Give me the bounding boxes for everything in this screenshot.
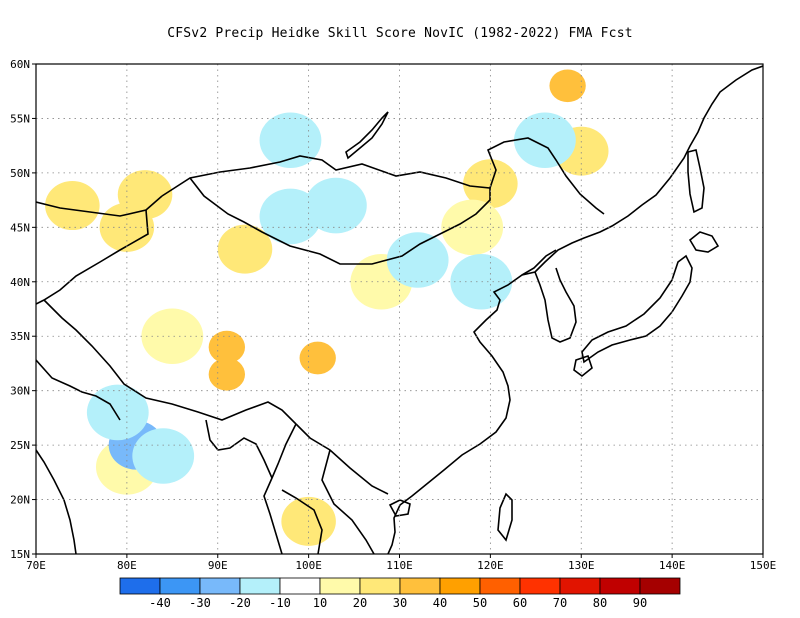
map-title: CFSv2 Precip Heidke Skill Score NovIC (1… <box>167 26 633 41</box>
lon-label: 100E <box>295 559 322 572</box>
central-asia-border <box>36 195 163 217</box>
lat-label: 40N <box>10 276 30 289</box>
skill-patch-20 <box>86 384 149 441</box>
colorbar-swatch <box>279 577 321 595</box>
colorbar-swatch <box>479 577 521 595</box>
skill-patch-4 <box>45 181 100 231</box>
colorbar-swatch <box>119 577 161 595</box>
hokkaido-coastline <box>688 231 720 253</box>
skill-patch-14 <box>441 199 504 256</box>
thailand-border <box>281 489 323 554</box>
colorbar-label: 40 <box>433 596 447 610</box>
skill-patch-19 <box>259 112 322 168</box>
skill-patch-2 <box>299 341 336 375</box>
colorbar-label: -10 <box>269 596 291 610</box>
myanmar-border <box>263 423 297 554</box>
himalaya-border <box>43 299 297 425</box>
colorbar-label: 80 <box>593 596 607 610</box>
kazakh-china-border <box>36 209 149 305</box>
colorbar-swatch <box>559 577 601 595</box>
colorbar-label: 20 <box>353 596 367 610</box>
colorbar-label: -40 <box>149 596 171 610</box>
graticule <box>36 64 763 554</box>
lat-label: 50N <box>10 167 30 180</box>
skill-patch-0 <box>208 330 246 364</box>
skill-patch-21 <box>386 232 449 288</box>
laos-vietnam-border <box>321 449 375 554</box>
lon-label: 110E <box>386 559 413 572</box>
bangladesh-border <box>205 419 273 479</box>
china-mongolia-border <box>189 177 491 265</box>
skill-patch-6 <box>117 170 173 220</box>
lat-label: 35N <box>10 330 30 343</box>
colorbar-label: 30 <box>393 596 407 610</box>
country-borders <box>36 137 605 554</box>
skill-patch-23 <box>514 112 576 168</box>
nk-china-border <box>521 249 557 276</box>
colorbar <box>119 577 681 595</box>
skill-patch-13 <box>141 308 204 364</box>
colorbar-swatch <box>319 577 361 595</box>
china-se-asia-border <box>295 423 389 495</box>
skill-patch-16 <box>132 428 195 484</box>
taiwan-coastline <box>497 492 513 542</box>
colorbar-swatch <box>359 577 401 595</box>
lat-label: 15N <box>10 548 30 561</box>
korea-coastline <box>534 267 577 343</box>
lat-label: 55N <box>10 112 30 125</box>
honshu-coastline <box>581 254 693 364</box>
south-asia-border <box>36 359 121 421</box>
skill-patch-9 <box>463 159 518 209</box>
skill-patch-3 <box>549 69 586 103</box>
lat-label: 30N <box>10 385 30 398</box>
hainan-coastline <box>388 499 411 517</box>
colorbar-swatch <box>599 577 641 595</box>
colorbar-swatch <box>199 577 241 595</box>
lon-label: 140E <box>659 559 686 572</box>
lat-label: 60N <box>10 58 30 71</box>
colorbar-swatch <box>399 577 441 595</box>
kyushu-coastline <box>573 354 593 378</box>
colorbar-swatch <box>439 577 481 595</box>
india-coastline <box>36 449 77 554</box>
colorbar-label: -30 <box>189 596 211 610</box>
lat-label: 20N <box>10 494 30 507</box>
latitude-labels: 15N 20N 25N 30N 35N 40N 45N 50N 55N 60N <box>10 58 36 561</box>
lon-label: 120E <box>477 559 504 572</box>
skill-patch-18 <box>259 188 322 245</box>
skill-patch-7 <box>217 224 273 274</box>
lon-label: 150E <box>750 559 777 572</box>
colorbar-label: 50 <box>473 596 487 610</box>
lon-label: 70E <box>26 559 46 572</box>
lake-baikal <box>345 111 389 160</box>
colorbar-label: 90 <box>633 596 647 610</box>
skill-patch-1 <box>208 358 246 391</box>
colorbar-swatch <box>159 577 201 595</box>
coastlines <box>36 65 763 554</box>
sakhalin-coastline <box>687 149 705 214</box>
colorbar-swatch <box>639 577 681 595</box>
colorbar-label: 10 <box>313 596 327 610</box>
lat-label: 25N <box>10 439 30 452</box>
lon-label: 80E <box>117 559 137 572</box>
colorbar-swatch <box>239 577 281 595</box>
mongolia-border <box>161 137 605 215</box>
lat-label: 45N <box>10 221 30 234</box>
lon-label: 130E <box>568 559 595 572</box>
colorbar-label: 60 <box>513 596 527 610</box>
colorbar-swatch <box>519 577 561 595</box>
mainland-coastline <box>387 65 763 554</box>
longitude-labels: 70E 80E 90E 100E 110E 120E 130E 140E 150E <box>26 554 776 572</box>
colorbar-labels: -40 -30 -20 -10 10 20 30 40 50 60 70 80 90 <box>149 596 647 610</box>
colorbar-label: 70 <box>553 596 567 610</box>
lon-label: 90E <box>208 559 228 572</box>
colorbar-label: -20 <box>229 596 251 610</box>
